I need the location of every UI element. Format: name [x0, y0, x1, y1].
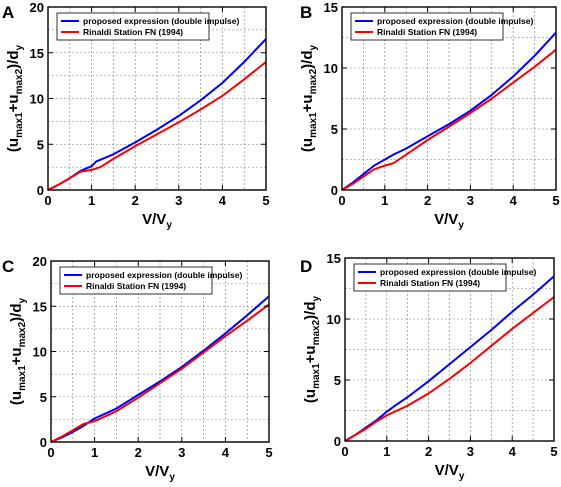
- y-tick-label: 15: [324, 0, 338, 15]
- x-axis-label: V/Vy: [434, 211, 464, 231]
- legend-box: [350, 12, 504, 41]
- x-tick-label: 5: [265, 445, 272, 460]
- chart-panel-d: 0 1 2 3 4 5 0 5 10 15 V/Vy (umax1+umax2)/dy D propose…: [300, 251, 558, 482]
- x-tick-label: 4: [510, 193, 518, 208]
- x-tick-label: 5: [550, 444, 557, 459]
- y-tick-label: 10: [33, 345, 47, 360]
- x-axis-label: V/Vy: [145, 463, 175, 483]
- y-axis-label: (umax1+umax2)/dy: [302, 295, 322, 403]
- panel-letter: D: [300, 257, 312, 276]
- panel-letter: A: [2, 3, 14, 22]
- y-tick-label: 15: [33, 299, 47, 314]
- y-tick-label: 5: [40, 390, 47, 405]
- y-tick-label: 0: [334, 434, 341, 449]
- y-tick-label: 20: [30, 0, 44, 15]
- axes-frame: [344, 257, 555, 442]
- legend-box: [353, 263, 507, 292]
- y-tick-label: 5: [37, 137, 44, 152]
- y-axis-label: (umax1+umax2)/dy: [299, 44, 319, 152]
- series-line-proposed: [341, 31, 557, 191]
- legend-entry: Rinaldi Station FN (1994): [377, 27, 477, 37]
- x-tick-label: 2: [132, 193, 139, 208]
- panel-letter: C: [2, 257, 14, 276]
- y-tick-label: 10: [324, 61, 338, 76]
- series-line-rinaldi: [50, 303, 270, 443]
- series-line-rinaldi: [47, 61, 267, 191]
- chart-panel-b: 0 1 2 3 4 5 0 5 10 15 V/Vy (umax1+umax2)/dy B propose…: [299, 0, 560, 231]
- x-tick-label: 3: [467, 444, 474, 459]
- y-tick-label: 0: [37, 183, 44, 198]
- x-axis-label: V/Vy: [435, 462, 465, 482]
- x-tick-label: 0: [338, 193, 345, 208]
- x-tick-label: 5: [262, 193, 269, 208]
- y-tick-label: 5: [334, 373, 341, 388]
- axes-frame: [341, 6, 557, 191]
- y-tick-label: 10: [30, 92, 44, 107]
- legend-entry: proposed expression (double impulse): [86, 270, 242, 280]
- legend-entry: Rinaldi Station FN (1994): [86, 281, 186, 291]
- x-tick-label: 5: [552, 193, 559, 208]
- x-tick-label: 2: [135, 445, 142, 460]
- x-tick-label: 1: [381, 193, 388, 208]
- legend-entry: proposed expression (double impulse): [377, 16, 533, 26]
- y-axis-label: (umax1+umax2)/dy: [8, 297, 28, 405]
- x-tick-label: 3: [467, 193, 474, 208]
- y-tick-label: 15: [327, 251, 341, 266]
- y-tick-label: 10: [327, 312, 341, 327]
- series-line-proposed: [50, 295, 270, 443]
- x-tick-label: 3: [178, 445, 185, 460]
- legend-entry: proposed expression (double impulse): [380, 267, 536, 277]
- y-tick-label: 0: [331, 183, 338, 198]
- x-tick-label: 0: [44, 193, 51, 208]
- x-tick-label: 1: [383, 444, 390, 459]
- legend-entry: Rinaldi Station FN (1994): [83, 27, 183, 37]
- legend-box: [56, 12, 210, 41]
- chart-panel-a: 0 1 2 3 4 5 0 5 10 15 20 V/Vy (umax1+umax2)/dy A propo…: [2, 0, 270, 231]
- x-tick-label: 0: [341, 444, 348, 459]
- x-axis-label: V/Vy: [142, 211, 172, 231]
- y-tick-label: 15: [30, 46, 44, 61]
- legend-entry: Rinaldi Station FN (1994): [380, 278, 480, 288]
- series-line-rinaldi: [341, 48, 557, 191]
- legend-entry: proposed expression (double impulse): [83, 16, 239, 26]
- chart-panel-c: 0 1 2 3 4 5 0 5 10 15 20 V/Vy (umax1+umax2)/dy C propo…: [2, 254, 273, 483]
- y-tick-label: 0: [40, 435, 47, 450]
- x-tick-label: 3: [175, 193, 182, 208]
- x-tick-label: 2: [424, 193, 431, 208]
- x-tick-label: 1: [91, 445, 98, 460]
- y-tick-label: 5: [331, 122, 338, 137]
- x-tick-label: 2: [425, 444, 432, 459]
- legend-box: [59, 266, 213, 295]
- x-tick-label: 1: [88, 193, 95, 208]
- x-tick-label: 0: [47, 445, 54, 460]
- x-tick-label: 4: [509, 444, 517, 459]
- series-line-rinaldi: [344, 296, 555, 442]
- panel-letter: B: [300, 3, 312, 22]
- x-tick-label: 4: [222, 445, 230, 460]
- y-axis-label: (umax1+umax2)/dy: [5, 44, 25, 152]
- x-tick-label: 4: [219, 193, 227, 208]
- y-tick-label: 20: [33, 254, 47, 269]
